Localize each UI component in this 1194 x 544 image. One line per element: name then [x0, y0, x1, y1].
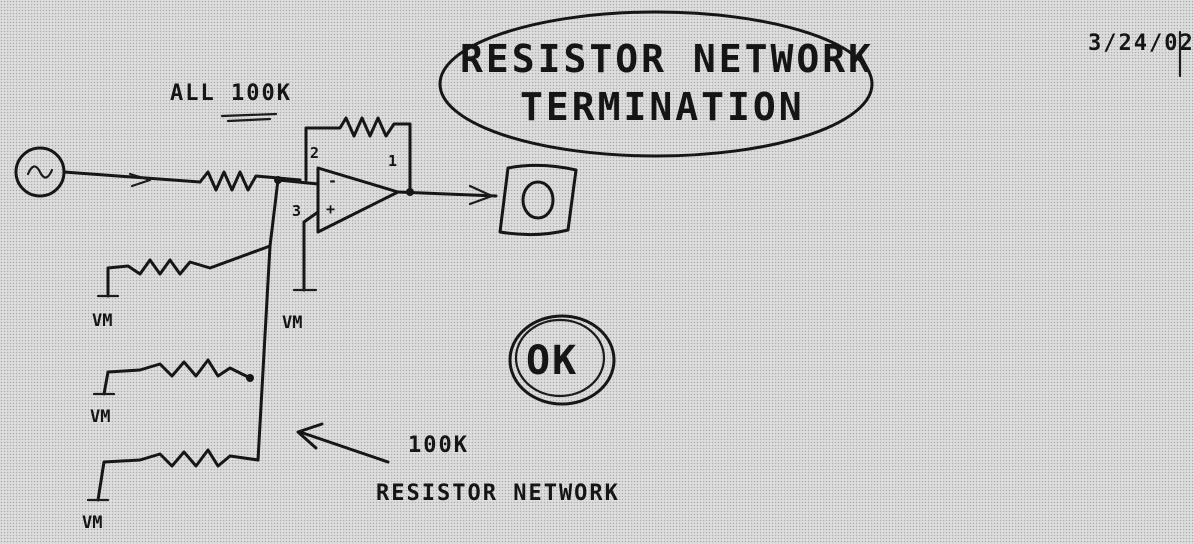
ok-stamp: [508, 314, 616, 406]
signal-arrow: [128, 172, 152, 188]
ground-label-2: VM: [282, 313, 302, 333]
input-wire: [62, 170, 202, 184]
title-line-1: RESISTOR NETWORK: [460, 37, 874, 81]
ground-label-3: VM: [90, 407, 110, 427]
network-value-label: 100K: [408, 433, 469, 458]
opamp-plus-sign: +: [326, 200, 335, 218]
input-resistor: [198, 170, 302, 192]
network-resistor-3: [96, 448, 260, 502]
output-arrow: [468, 184, 494, 206]
title-line-2: TERMINATION: [520, 85, 805, 129]
opamp-body: [316, 166, 400, 234]
network-pointer-line: [298, 430, 390, 464]
ac-source-symbol: [14, 146, 66, 198]
network-resistor-2: [102, 358, 252, 396]
source-label-underline: [220, 112, 278, 123]
network-name-label: RESISTOR NETWORK: [376, 481, 620, 506]
network-bus-wire: [256, 178, 280, 462]
date-label: 3/24/02: [1088, 31, 1194, 56]
ground-label-4: VM: [82, 513, 102, 533]
network-resistor-1: [106, 244, 272, 298]
output-node-dot: [406, 188, 414, 196]
ground-label-1: VM: [92, 311, 112, 331]
opamp-minus-sign: -: [328, 172, 337, 190]
pin-1-label: 1: [388, 152, 397, 170]
noninverting-wire: [302, 210, 320, 292]
pin-3-label: 3: [292, 202, 301, 220]
pin-2-label: 2: [310, 144, 319, 162]
inverting-input-wire: [276, 178, 320, 186]
network-pointer-arrowhead: [296, 422, 324, 450]
network-node-dot: [246, 374, 254, 382]
oscilloscope-symbol: [498, 163, 578, 237]
feedback-resistor: [304, 116, 412, 192]
ok-stamp-text: OK: [526, 338, 578, 384]
title-ellipse: [438, 10, 874, 158]
source-resistor-label: ALL 100K: [170, 81, 292, 106]
output-wire: [396, 190, 498, 198]
